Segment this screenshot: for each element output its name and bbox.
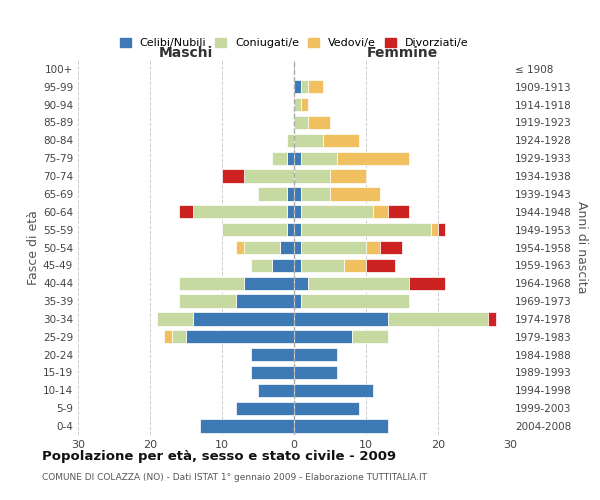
Bar (244, 276, 294, 290)
Bar (294, 134, 323, 147)
Bar (294, 152, 301, 165)
Bar (287, 152, 294, 165)
Bar (294, 348, 337, 362)
Bar (294, 366, 337, 379)
Bar (294, 402, 359, 415)
Bar (164, 330, 172, 344)
Bar (294, 330, 352, 344)
Bar (294, 187, 301, 200)
Bar (294, 241, 301, 254)
Bar (301, 152, 337, 165)
Bar (157, 312, 193, 326)
Bar (301, 80, 308, 94)
Bar (388, 312, 488, 326)
Bar (352, 330, 388, 344)
Bar (179, 276, 244, 290)
Bar (431, 223, 438, 236)
Bar (344, 258, 366, 272)
Bar (301, 294, 409, 308)
Bar (251, 366, 294, 379)
Legend: Celibi/Nubili, Coniugati/e, Vedovi/e, Divorziati/e: Celibi/Nubili, Coniugati/e, Vedovi/e, Di… (115, 33, 473, 52)
Y-axis label: Fasce di età: Fasce di età (27, 210, 40, 285)
Bar (294, 420, 388, 433)
Bar (301, 258, 344, 272)
Bar (308, 116, 330, 129)
Bar (294, 116, 308, 129)
Text: Maschi: Maschi (159, 46, 213, 60)
Bar (294, 98, 301, 112)
Bar (179, 294, 236, 308)
Text: Femmine: Femmine (367, 46, 437, 60)
Bar (294, 223, 301, 236)
Bar (186, 330, 294, 344)
Y-axis label: Anni di nascita: Anni di nascita (575, 201, 588, 294)
Bar (294, 170, 330, 183)
Bar (200, 420, 294, 433)
Bar (172, 330, 186, 344)
Bar (308, 276, 409, 290)
Bar (337, 152, 409, 165)
Bar (294, 294, 301, 308)
Bar (409, 276, 445, 290)
Bar (323, 134, 359, 147)
Bar (251, 258, 272, 272)
Bar (287, 187, 294, 200)
Text: COMUNE DI COLAZZA (NO) - Dati ISTAT 1° gennaio 2009 - Elaborazione TUTTITALIA.IT: COMUNE DI COLAZZA (NO) - Dati ISTAT 1° g… (42, 472, 427, 482)
Bar (308, 80, 323, 94)
Bar (294, 312, 388, 326)
Bar (236, 294, 294, 308)
Bar (294, 258, 301, 272)
Bar (287, 134, 294, 147)
Bar (294, 384, 373, 397)
Bar (280, 241, 294, 254)
Bar (366, 241, 380, 254)
Bar (258, 384, 294, 397)
Bar (272, 258, 294, 272)
Bar (301, 98, 308, 112)
Bar (438, 223, 445, 236)
Bar (330, 170, 366, 183)
Bar (380, 241, 402, 254)
Bar (373, 205, 388, 218)
Bar (193, 312, 294, 326)
Bar (488, 312, 496, 326)
Bar (272, 152, 287, 165)
Bar (301, 205, 373, 218)
Text: Popolazione per età, sesso e stato civile - 2009: Popolazione per età, sesso e stato civil… (42, 450, 396, 463)
Bar (330, 187, 380, 200)
Bar (222, 170, 244, 183)
Bar (388, 205, 409, 218)
Bar (222, 223, 287, 236)
Bar (366, 258, 395, 272)
Bar (179, 205, 193, 218)
Bar (236, 241, 244, 254)
Bar (301, 241, 366, 254)
Bar (294, 80, 301, 94)
Bar (287, 205, 294, 218)
Bar (301, 187, 330, 200)
Bar (251, 348, 294, 362)
Bar (287, 223, 294, 236)
Bar (244, 241, 280, 254)
Bar (236, 402, 294, 415)
Bar (193, 205, 287, 218)
Bar (294, 205, 301, 218)
Bar (301, 223, 431, 236)
Bar (258, 187, 287, 200)
Bar (294, 276, 308, 290)
Bar (244, 170, 294, 183)
